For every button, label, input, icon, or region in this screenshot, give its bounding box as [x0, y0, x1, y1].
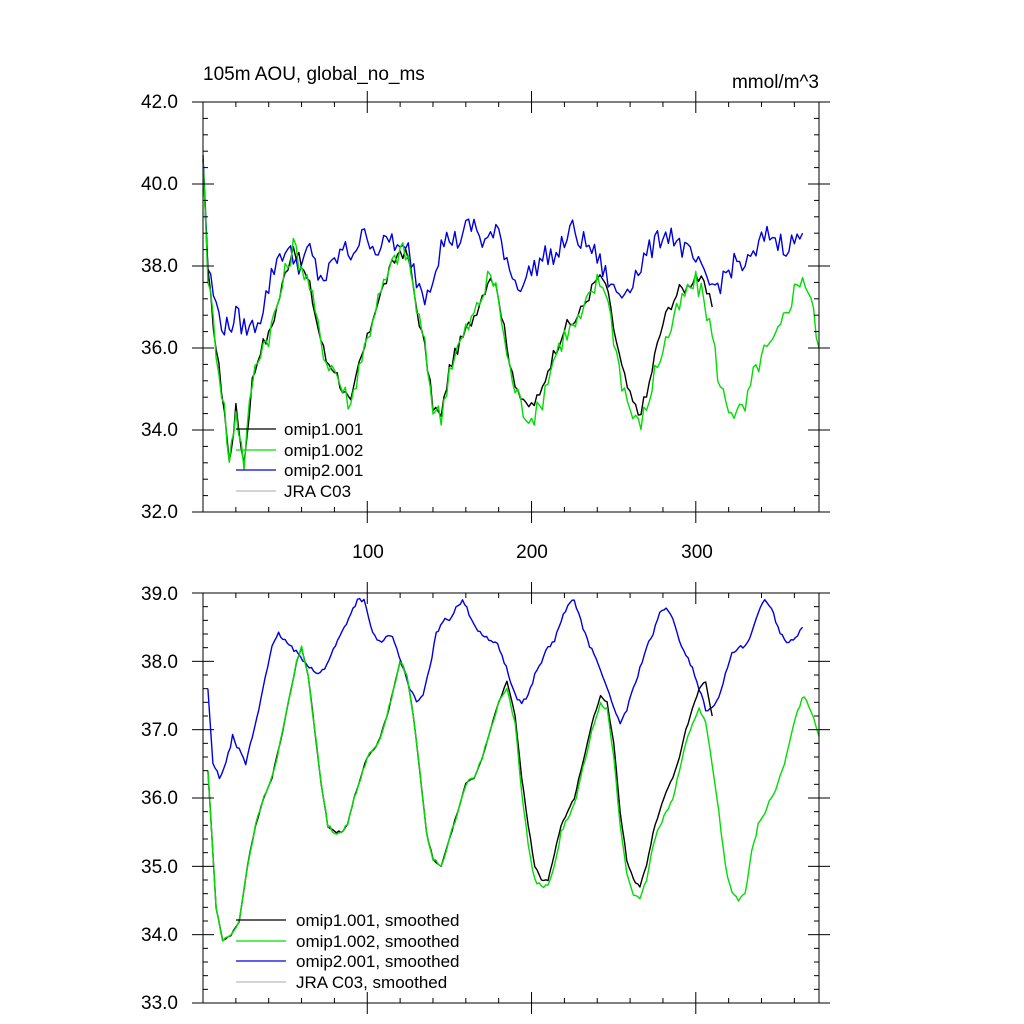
top-legend-label: omip1.001: [284, 420, 363, 439]
bottom-legend-label: omip1.001, smoothed: [296, 911, 460, 930]
bottom-legend-label: JRA C03, smoothed: [296, 973, 447, 992]
top-x-tick-label: 300: [681, 542, 713, 563]
series-line-omip2-001-smoothed: [207, 597, 804, 780]
top-axis-ticks: [192, 91, 830, 523]
top-plot-lines: [202, 155, 820, 471]
bottom-legend: omip1.001, smoothed omip1.002, smoothed …: [236, 911, 460, 992]
bottom-panel: 33.0 34.0 35.0 36.0 37.0 38.0 39.0 omip1…: [141, 582, 830, 1014]
top-y-tick-labels: 32.0 34.0 36.0 38.0 40.0 42.0: [141, 92, 178, 523]
top-legend-label: JRA C03: [284, 482, 351, 501]
bottom-legend-label: omip2.001, smoothed: [296, 952, 460, 971]
top-y-tick-label: 40.0: [141, 174, 178, 195]
top-y-tick-label: 38.0: [141, 256, 178, 277]
bottom-y-tick-label: 36.0: [141, 788, 178, 809]
top-legend-label: omip1.002: [284, 441, 363, 460]
top-plot-frame: [202, 101, 820, 513]
series-line-omip1-002: [202, 159, 820, 471]
bottom-y-tick-label: 39.0: [141, 584, 178, 605]
bottom-axis-ticks: [192, 582, 830, 1014]
top-chart-title: 105m AOU, global_no_ms: [203, 64, 425, 85]
bottom-y-tick-label: 34.0: [141, 925, 178, 946]
top-legend: omip1.001 omip1.002 omip2.001 JRA C03: [236, 420, 363, 501]
bottom-plot-lines: [207, 597, 820, 942]
series-line-omip1-002-smoothed: [207, 645, 820, 942]
bottom-y-tick-label: 38.0: [141, 652, 178, 673]
top-legend-label: omip2.001: [284, 461, 363, 480]
top-y-tick-label: 42.0: [141, 92, 178, 113]
bottom-y-tick-label: 33.0: [141, 993, 178, 1014]
top-x-tick-label: 200: [516, 542, 548, 563]
bottom-legend-label: omip1.002, smoothed: [296, 932, 460, 951]
bottom-y-tick-labels: 33.0 34.0 35.0 36.0 37.0 38.0 39.0: [141, 584, 178, 1014]
top-chart-units: mmol/m^3: [732, 72, 819, 93]
top-y-tick-label: 34.0: [141, 420, 178, 441]
top-y-tick-label: 32.0: [141, 502, 178, 523]
top-x-tick-labels: 100 200 300: [352, 542, 713, 563]
top-x-tick-label: 100: [352, 542, 384, 563]
bottom-y-tick-label: 37.0: [141, 720, 178, 741]
top-y-tick-label: 36.0: [141, 338, 178, 359]
top-panel: 105m AOU, global_no_ms mmol/m^3 32.0 34.…: [141, 64, 830, 563]
bottom-y-tick-label: 35.0: [141, 857, 178, 878]
